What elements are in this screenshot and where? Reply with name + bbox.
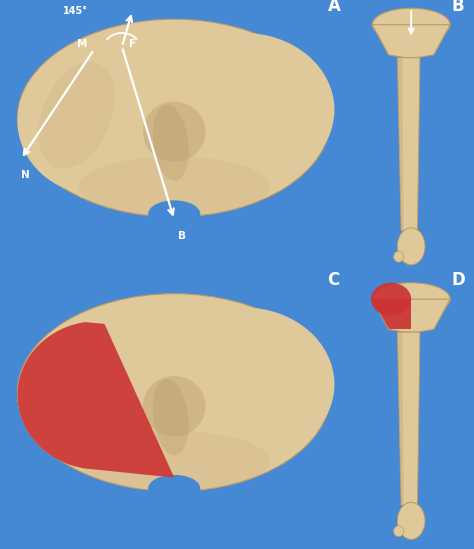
- Ellipse shape: [38, 62, 115, 169]
- Ellipse shape: [153, 104, 189, 181]
- Text: 145°: 145°: [63, 5, 88, 16]
- Polygon shape: [397, 58, 404, 231]
- Ellipse shape: [78, 156, 270, 217]
- Ellipse shape: [397, 228, 425, 265]
- Polygon shape: [397, 332, 404, 505]
- Ellipse shape: [153, 307, 335, 461]
- Ellipse shape: [393, 526, 404, 537]
- Text: B: B: [178, 231, 186, 241]
- Ellipse shape: [397, 502, 425, 539]
- Ellipse shape: [18, 321, 178, 469]
- Ellipse shape: [18, 19, 331, 217]
- Polygon shape: [397, 332, 420, 505]
- Ellipse shape: [143, 102, 206, 162]
- Ellipse shape: [372, 283, 450, 316]
- Ellipse shape: [372, 8, 450, 41]
- Ellipse shape: [18, 47, 178, 195]
- Text: A: A: [328, 0, 340, 15]
- Polygon shape: [372, 299, 450, 332]
- Ellipse shape: [143, 376, 206, 436]
- Text: C: C: [328, 271, 340, 289]
- Ellipse shape: [153, 33, 335, 187]
- Ellipse shape: [18, 294, 331, 491]
- Ellipse shape: [148, 475, 201, 502]
- Ellipse shape: [38, 337, 115, 443]
- Text: B: B: [451, 0, 464, 15]
- Polygon shape: [372, 25, 450, 58]
- Text: N: N: [21, 170, 30, 181]
- Ellipse shape: [371, 283, 411, 316]
- Ellipse shape: [393, 251, 404, 262]
- Ellipse shape: [153, 379, 189, 456]
- Text: F: F: [129, 38, 136, 49]
- Polygon shape: [18, 322, 174, 478]
- Polygon shape: [397, 58, 420, 231]
- Text: M: M: [77, 38, 87, 49]
- Text: D: D: [451, 271, 465, 289]
- Ellipse shape: [148, 200, 201, 228]
- Ellipse shape: [78, 431, 270, 491]
- Polygon shape: [372, 299, 411, 329]
